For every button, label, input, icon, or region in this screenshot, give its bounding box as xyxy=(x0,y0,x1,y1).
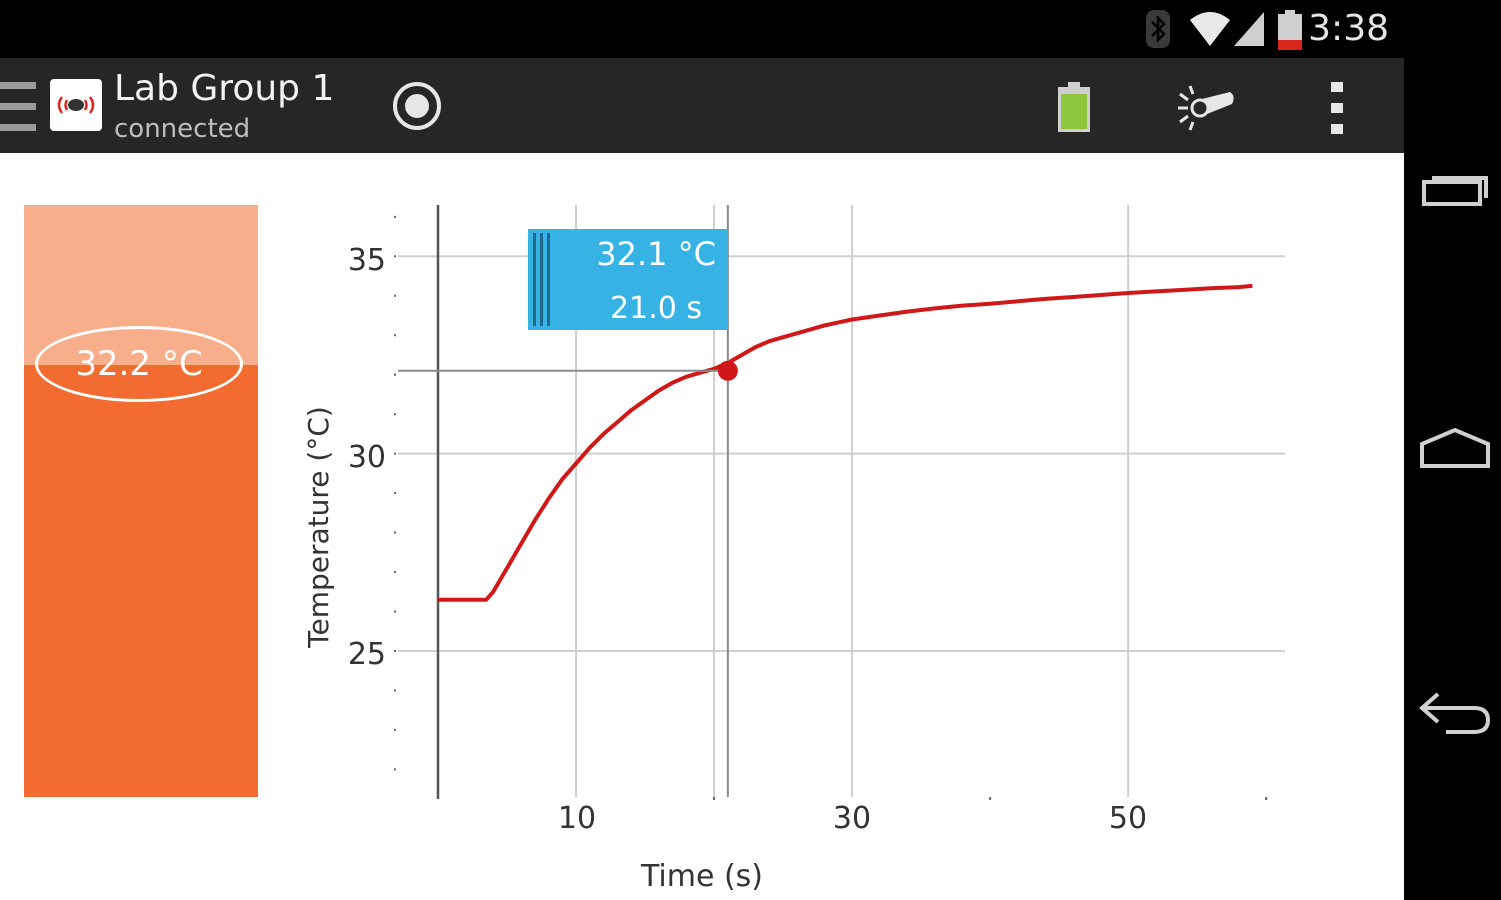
y-tick-labels: 25 30 35 xyxy=(348,243,386,672)
wifi-icon xyxy=(1190,12,1230,46)
light-sensor-icon[interactable] xyxy=(1174,82,1238,132)
gauge-reading: 32.2 °C xyxy=(35,326,243,402)
y-minor-tick xyxy=(394,689,396,692)
record-icon[interactable] xyxy=(391,80,443,132)
x-minor-tick xyxy=(1265,797,1268,800)
signal-icon xyxy=(1234,12,1264,46)
tooltip-time: 21.0 s xyxy=(610,291,702,326)
y-minor-tick xyxy=(394,373,396,376)
battery-low-icon xyxy=(1278,10,1302,50)
y-minor-tick xyxy=(394,294,396,297)
x-minor-tick xyxy=(989,797,992,800)
x-axis-label: Time (s) xyxy=(640,859,763,894)
x-tick-labels: 10 30 50 xyxy=(558,801,1147,836)
battery-icon[interactable] xyxy=(1056,82,1092,132)
axes xyxy=(394,205,1268,800)
y-minor-tick xyxy=(394,334,396,337)
x-tick-label: 10 xyxy=(558,801,596,836)
status-bar: 3:38 xyxy=(0,0,1501,58)
y-tick-label: 30 xyxy=(348,440,386,475)
y-tick-label: 25 xyxy=(348,637,386,672)
cursor-tooltip[interactable]: 32.1 °C 21.0 s xyxy=(528,229,728,330)
device-title: Lab Group 1 xyxy=(114,68,335,109)
x-tick-label: 30 xyxy=(833,801,871,836)
temperature-chart[interactable]: 25 30 35 10 30 50 Time (s) Temperature (… xyxy=(0,153,1404,900)
y-axis-label: Temperature (°C) xyxy=(302,406,335,649)
y-minor-tick xyxy=(394,610,396,613)
content-area: 32.2 °C 25 30 35 10 30 50 Time (s) Tempe… xyxy=(0,153,1404,900)
home-icon[interactable] xyxy=(1418,426,1492,470)
y-minor-tick xyxy=(394,768,396,771)
back-icon[interactable] xyxy=(1418,686,1492,736)
y-minor-tick xyxy=(394,215,396,218)
recent-apps-icon[interactable] xyxy=(1418,170,1492,210)
action-bar: Lab Group 1 connected xyxy=(0,58,1404,153)
y-minor-tick xyxy=(394,571,396,574)
y-minor-tick xyxy=(394,413,396,416)
connection-status: connected xyxy=(114,114,251,144)
overflow-menu-icon[interactable] xyxy=(1320,80,1354,136)
clock: 3:38 xyxy=(1308,8,1389,49)
tooltip-value: 32.1 °C xyxy=(596,235,716,273)
y-minor-tick xyxy=(394,531,396,534)
navigation-drawer-icon[interactable] xyxy=(0,82,36,132)
temperature-gauge: 32.2 °C xyxy=(24,205,258,797)
cursor-point[interactable] xyxy=(717,360,738,381)
x-minor-tick xyxy=(713,797,716,800)
y-minor-tick xyxy=(394,649,396,652)
app-logo[interactable] xyxy=(50,79,102,131)
y-minor-tick xyxy=(394,255,396,258)
bluetooth-icon xyxy=(1146,10,1170,48)
y-minor-tick xyxy=(394,492,396,495)
y-tick-label: 35 xyxy=(348,243,386,278)
y-minor-tick xyxy=(394,452,396,455)
navigation-bar xyxy=(1404,58,1501,900)
series-line-temperature xyxy=(438,283,1253,602)
y-minor-tick xyxy=(394,728,396,731)
x-tick-label: 50 xyxy=(1109,801,1147,836)
